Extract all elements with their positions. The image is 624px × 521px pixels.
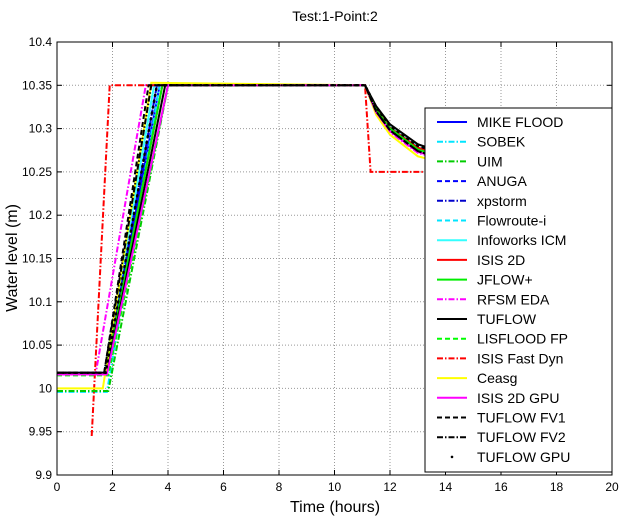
legend: MIKE FLOOD SOBEK UIM ANUGA xpstorm Flowroute-…	[424, 107, 613, 473]
x-tick-label: 14	[439, 480, 453, 494]
x-tick-label: 18	[550, 480, 564, 494]
legend-label: SOBEK	[477, 134, 526, 150]
legend-label: ISIS 2D GPU	[477, 390, 559, 406]
legend-label: TUFLOW GPU	[477, 449, 570, 465]
x-tick-label: 10	[328, 480, 342, 494]
legend-label: UIM	[477, 153, 503, 169]
y-tick-label: 10.4	[29, 35, 53, 49]
x-tick-label: 4	[165, 480, 172, 494]
x-tick-label: 20	[605, 480, 619, 494]
x-tick-label: 12	[383, 480, 397, 494]
y-tick-label: 10.3	[29, 122, 53, 136]
legend-label: Infoworks ICM	[477, 232, 566, 248]
x-tick-label: 6	[220, 480, 227, 494]
legend-label: LISFLOOD FP	[477, 331, 568, 347]
legend-label: ANUGA	[477, 173, 527, 189]
y-tick-label: 10.2	[29, 208, 53, 222]
x-axis-label: Time (hours)	[290, 499, 380, 516]
legend-label: TUFLOW FV1	[477, 410, 566, 426]
legend-label: MIKE FLOOD	[477, 114, 563, 130]
legend-label: Flowroute-i	[477, 213, 546, 229]
legend-label: RFSM EDA	[477, 291, 550, 307]
x-tick-label: 2	[109, 480, 116, 494]
y-tick-label: 10.05	[22, 338, 52, 352]
x-tick-label: 8	[276, 480, 283, 494]
y-tick-label: 9.95	[29, 425, 53, 439]
y-tick-label: 10.1	[29, 295, 53, 309]
legend-box	[424, 107, 613, 473]
legend-label: ISIS Fast Dyn	[477, 350, 563, 366]
x-tick-label: 0	[54, 480, 61, 494]
legend-label: TUFLOW	[477, 311, 537, 327]
tick-labels: 0 2 4 6 8 10 12 14 16 18 20 9.9 9.95 10 10.05 10.1 10.15…	[22, 35, 619, 494]
y-tick-label: 10.25	[22, 165, 52, 179]
y-tick-label: 9.9	[35, 468, 52, 482]
legend-marker	[450, 455, 454, 459]
y-tick-label: 10.35	[22, 78, 52, 92]
legend-label: TUFLOW FV2	[477, 429, 566, 445]
legend-label: Ceasg	[477, 370, 517, 386]
legend-label: ISIS 2D	[477, 252, 525, 268]
y-tick-label: 10	[39, 381, 53, 395]
chart-title: Test:1-Point:2	[292, 8, 378, 24]
x-tick-label: 16	[494, 480, 508, 494]
legend-label: JFLOW+	[477, 272, 533, 288]
legend-label: xpstorm	[477, 193, 527, 209]
y-axis-label: Water level (m)	[4, 204, 21, 312]
y-tick-label: 10.15	[22, 252, 52, 266]
